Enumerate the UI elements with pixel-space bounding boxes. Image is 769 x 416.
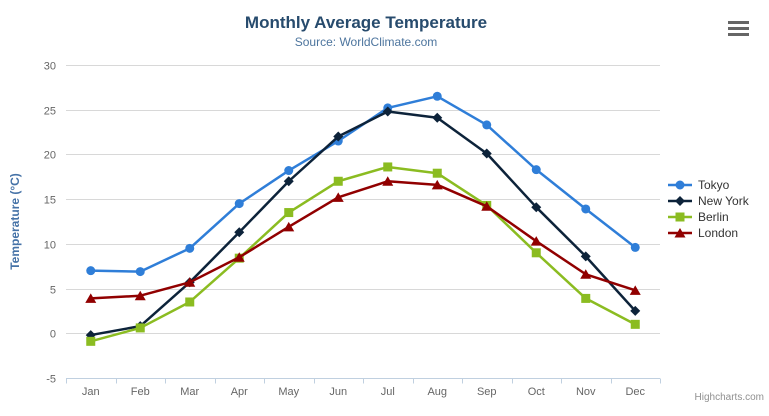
legend-marker-icon	[668, 228, 692, 238]
data-point[interactable]	[185, 243, 195, 253]
x-axis-label: May	[278, 386, 299, 398]
data-point[interactable]	[581, 204, 591, 214]
data-point[interactable]	[482, 120, 492, 130]
data-point[interactable]	[86, 266, 96, 276]
series-line[interactable]	[89, 95, 637, 273]
data-point	[675, 180, 685, 190]
data-point[interactable]	[135, 323, 145, 333]
data-point[interactable]	[333, 131, 344, 142]
data-point[interactable]	[234, 199, 244, 209]
chart-title: Monthly Average Temperature	[244, 13, 488, 32]
data-point[interactable]	[283, 221, 295, 232]
data-point[interactable]	[581, 293, 591, 303]
data-point[interactable]	[432, 112, 443, 123]
data-point[interactable]	[531, 202, 542, 213]
legend-marker-icon	[668, 180, 692, 190]
legend-item-new-york[interactable]: New York	[667, 193, 749, 209]
data-point[interactable]	[284, 166, 294, 176]
data-point[interactable]	[333, 176, 343, 186]
data-point[interactable]	[530, 236, 542, 246]
data-point[interactable]	[332, 192, 344, 202]
legend: Tokyo New York Berlin London	[667, 177, 749, 241]
data-point[interactable]	[383, 162, 393, 172]
x-axis-label: Oct	[528, 386, 545, 398]
context-menu-button[interactable]	[725, 16, 753, 40]
x-axis-label: Jul	[381, 386, 395, 398]
x-axis-label: Feb	[131, 386, 150, 398]
data-point[interactable]	[283, 176, 294, 187]
legend-item-london[interactable]: London	[667, 225, 749, 241]
x-axis-label: Jun	[329, 386, 347, 398]
legend-marker-icon	[668, 196, 692, 206]
data-point	[675, 212, 685, 222]
data-point[interactable]	[284, 208, 294, 218]
legend-label: Berlin	[698, 210, 729, 224]
x-axis-label: Mar	[180, 386, 199, 398]
x-axis-label: Nov	[576, 386, 596, 398]
series-line[interactable]	[89, 110, 637, 337]
data-point[interactable]	[233, 252, 245, 262]
data-point[interactable]	[580, 269, 592, 279]
hamburger-icon	[728, 20, 750, 36]
data-point[interactable]	[135, 267, 145, 277]
data-point[interactable]	[481, 148, 492, 159]
data-point	[675, 196, 685, 206]
data-point[interactable]	[531, 248, 541, 258]
y-axis-label: 20	[44, 150, 56, 162]
legend-item-berlin[interactable]: Berlin	[667, 209, 749, 225]
data-point[interactable]	[629, 285, 641, 295]
series-tokyo[interactable]	[86, 91, 640, 277]
x-axis-label: Aug	[427, 386, 447, 398]
x-axis-label: Sep	[477, 386, 497, 398]
series-london[interactable]	[85, 176, 641, 303]
series-line[interactable]	[89, 180, 637, 300]
legend-label: Tokyo	[698, 178, 730, 192]
data-point[interactable]	[531, 165, 541, 175]
chart-subtitle: Source: WorldClimate.com	[294, 35, 438, 49]
data-point[interactable]	[184, 277, 196, 287]
data-point[interactable]	[432, 168, 442, 178]
data-point[interactable]	[580, 251, 591, 262]
data-point[interactable]	[630, 319, 640, 329]
y-axis-label: -5	[46, 374, 56, 386]
series-line[interactable]	[89, 165, 637, 343]
x-axis-label: Apr	[231, 386, 248, 398]
credits-link[interactable]: Highcharts.com	[694, 392, 764, 403]
legend-label: London	[698, 226, 739, 240]
x-axis-label: Jan	[82, 386, 100, 398]
data-point[interactable]	[630, 242, 640, 252]
data-point[interactable]	[431, 179, 443, 190]
x-axis-label: Dec	[625, 386, 645, 398]
data-point[interactable]	[382, 106, 393, 117]
legend-label: New York	[698, 194, 749, 208]
data-point[interactable]	[185, 297, 195, 307]
data-point[interactable]	[630, 305, 641, 316]
data-point[interactable]	[134, 290, 146, 301]
data-point[interactable]	[86, 336, 96, 346]
data-point[interactable]	[382, 176, 394, 186]
y-axis-label: 15	[44, 195, 56, 207]
data-point[interactable]	[481, 201, 493, 211]
y-axis-label: 5	[50, 285, 56, 297]
legend-marker-icon	[668, 212, 692, 222]
y-axis-label: 30	[44, 61, 56, 73]
data-point[interactable]	[432, 91, 442, 101]
legend-item-tokyo[interactable]: Tokyo	[667, 177, 749, 193]
data-point[interactable]	[234, 227, 245, 238]
y-axis-label: 0	[50, 329, 56, 341]
data-point	[674, 228, 686, 238]
y-axis-label: 25	[44, 106, 56, 118]
y-axis-label: 10	[44, 240, 56, 252]
data-point[interactable]	[85, 293, 97, 303]
series-new-york[interactable]	[85, 106, 641, 341]
y-axis-title: Temperature (°C)	[8, 173, 22, 270]
